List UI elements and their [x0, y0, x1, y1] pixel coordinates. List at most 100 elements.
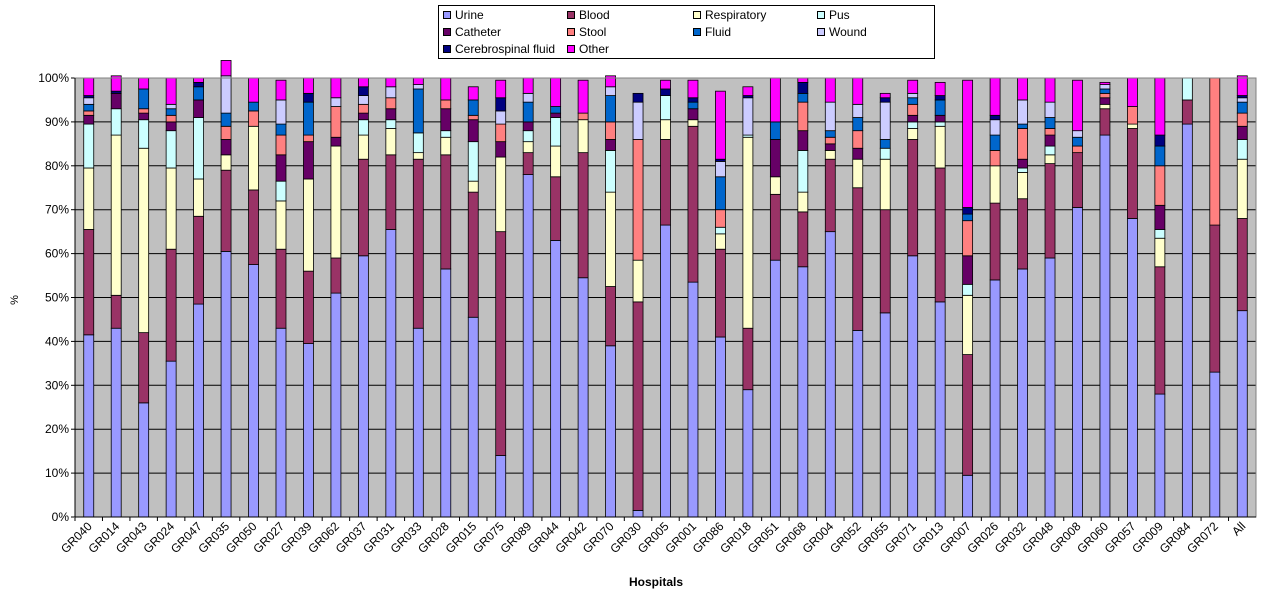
bar-segment	[165, 121, 177, 132]
bar-segment	[1017, 268, 1028, 518]
bar-segment	[660, 119, 671, 140]
bar-segment	[165, 360, 177, 518]
bar-segment	[879, 101, 891, 140]
bar-segment	[1072, 130, 1083, 138]
bar-segment	[687, 79, 699, 99]
bar-segment	[412, 77, 424, 85]
bar-segment	[138, 77, 150, 90]
y-tick-label: 0%	[52, 510, 70, 524]
bar-segment	[220, 112, 232, 127]
legend-label: Pus	[829, 8, 850, 22]
bar-segment	[1236, 112, 1248, 127]
legend-label: Cerebrospinal fluid	[455, 42, 556, 56]
bar-segment	[522, 130, 534, 143]
bar-segment	[907, 114, 919, 123]
legend-label: Respiratory	[705, 8, 767, 22]
bar-segment	[797, 81, 809, 94]
bar-segment	[907, 79, 919, 94]
bar-segment	[687, 101, 699, 110]
bar-segment	[330, 257, 342, 294]
y-tick-labels: 0% 10% 20% 30% 40% 50% 60% 70% 80% 90% 100%	[38, 71, 69, 524]
bar-segment	[1017, 167, 1028, 173]
bar-segment	[824, 77, 836, 103]
bar-segment	[220, 60, 232, 77]
bar-segment	[83, 110, 95, 116]
bar-segment	[248, 110, 259, 127]
bar-segment	[385, 229, 397, 518]
bar-segment	[220, 154, 232, 171]
bar-segment	[385, 97, 397, 110]
bar-segment	[934, 81, 946, 96]
legend-swatch	[443, 45, 451, 53]
bar-segment	[742, 97, 754, 136]
bar-segment	[193, 117, 204, 180]
bar-segment	[275, 200, 287, 250]
bar-segment	[962, 294, 974, 355]
legend-label: Wound	[829, 25, 867, 39]
bar-segment	[110, 75, 122, 92]
bar-segment	[1044, 163, 1056, 259]
bar-segment	[138, 112, 150, 121]
bar-segment	[577, 112, 589, 121]
bar-segment	[605, 75, 616, 88]
bar-segment	[1236, 218, 1248, 312]
bar-segment	[522, 152, 534, 175]
bar-segment	[879, 312, 891, 518]
bar-segment	[220, 169, 232, 252]
bar-segment	[275, 123, 287, 136]
bar-segment	[852, 103, 864, 118]
bar-segment	[1072, 152, 1083, 208]
bar-segment	[550, 240, 562, 518]
bar-segment	[907, 97, 919, 105]
y-tick-label: 30%	[45, 378, 69, 392]
bar-segment	[138, 88, 150, 110]
bar-segment	[550, 77, 562, 107]
bar-segment	[742, 136, 754, 329]
bar-segment	[220, 75, 232, 114]
y-tick-label: 70%	[45, 203, 69, 217]
bar-segment	[962, 220, 974, 257]
bar-segment	[1209, 77, 1221, 226]
bar-segment	[1099, 108, 1111, 136]
y-tick-label: 80%	[45, 159, 69, 173]
x-tick-labels: GR040GR014GR043GR024GR047GR035GR050GR027…	[58, 519, 1248, 556]
bar-segment	[303, 92, 314, 103]
bar-segment	[385, 86, 397, 99]
bar-segment	[934, 99, 946, 116]
bar-segment	[769, 176, 781, 195]
bar-segment	[83, 123, 95, 169]
bar-segment	[989, 119, 1001, 136]
bar-segment	[1044, 134, 1056, 147]
bar-segment	[467, 316, 479, 518]
bar-segment	[495, 123, 507, 143]
bar-segment	[110, 294, 122, 329]
bar-segment	[989, 202, 1001, 281]
bar-segment	[550, 112, 562, 118]
bar-segment	[769, 139, 781, 178]
bar-segment	[1154, 77, 1166, 136]
bar-segment	[357, 103, 369, 114]
bar-segment	[797, 191, 809, 213]
bar-segment	[1154, 393, 1166, 518]
bar-segment	[495, 156, 507, 233]
bar-segment	[687, 119, 699, 127]
bar-segment	[632, 101, 644, 140]
y-tick-label: 100%	[38, 71, 69, 85]
bar-segment	[907, 103, 919, 116]
axes	[74, 77, 1257, 518]
legend-swatch	[817, 28, 825, 36]
bar-segment	[550, 176, 562, 241]
bar-segment	[852, 130, 864, 149]
bar-segment	[357, 112, 369, 121]
bar-segment	[275, 327, 287, 518]
bar-segment	[1099, 97, 1111, 105]
bar-segment	[577, 152, 589, 279]
bar-segment	[879, 92, 891, 99]
bar-segment	[715, 161, 726, 178]
x-axis-label: Hospitals	[629, 575, 683, 589]
bar-segment	[495, 141, 507, 158]
bar-segment	[879, 97, 891, 103]
bar-segment	[138, 108, 150, 114]
bar-segment	[715, 248, 726, 338]
bar-segment	[522, 92, 534, 103]
